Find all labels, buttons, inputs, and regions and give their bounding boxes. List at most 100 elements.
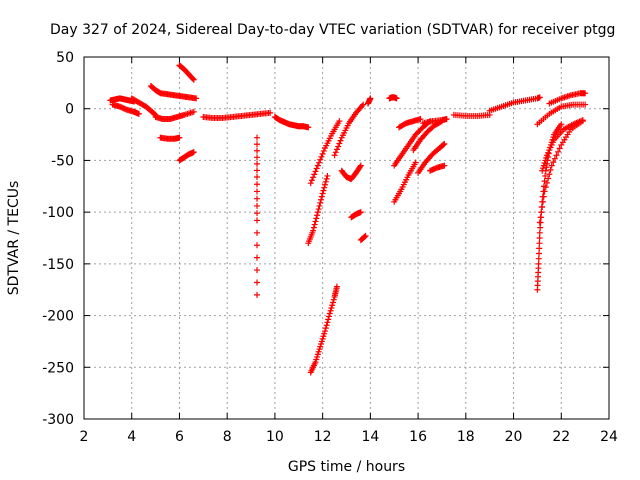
data-point [151, 111, 158, 118]
x-tick-label: 16 [409, 429, 427, 445]
data-point [254, 217, 261, 224]
series-arc-05 [152, 108, 197, 123]
data-point [318, 196, 325, 203]
series-arc-02 [109, 101, 142, 117]
y-tick-label: -100 [42, 205, 74, 221]
data-point [322, 178, 329, 185]
data-point [254, 181, 261, 188]
data-point [537, 214, 544, 221]
series-arc-04 [147, 82, 200, 102]
data-point [359, 102, 366, 109]
y-axis-label: SDTVAR / TECUs [6, 181, 22, 296]
series-arc-14 [331, 101, 367, 159]
y-tick-label: 50 [56, 50, 74, 66]
x-tick-labels: 2 4 6 8 10 12 14 16 18 20 22 24 [80, 429, 618, 445]
data-point [189, 75, 196, 82]
data-point [367, 95, 374, 102]
data-point [324, 172, 331, 179]
data-point [310, 227, 317, 234]
series-arc-07 [176, 62, 197, 83]
data-point [361, 233, 368, 240]
series-arc-17 [357, 232, 369, 244]
data-point [320, 147, 327, 154]
series-arc-23 [410, 118, 445, 154]
data-point [254, 147, 261, 154]
x-tick-label: 6 [175, 429, 184, 445]
data-point [254, 279, 261, 286]
plot-frame [83, 56, 610, 420]
data-point [312, 218, 319, 225]
data-point [254, 173, 261, 180]
series-outliers [254, 134, 261, 298]
data-point [323, 322, 330, 329]
data-point [308, 177, 315, 184]
data-point [254, 167, 261, 174]
data-point [321, 184, 328, 191]
series-arc-32 [534, 101, 589, 128]
series-arc-08 [176, 149, 197, 164]
data-point [315, 206, 322, 213]
data-point [412, 159, 419, 166]
data-point [317, 156, 324, 163]
data-point [190, 76, 197, 83]
data-point [328, 304, 335, 311]
data-point [267, 109, 274, 116]
series-arc-06 [157, 134, 183, 142]
data-point [311, 221, 318, 228]
data-point [441, 140, 448, 147]
data-point [336, 140, 343, 147]
data-point [135, 110, 142, 117]
data-point [545, 175, 552, 182]
series-arc-25 [427, 162, 448, 174]
series-arc-24 [415, 140, 448, 176]
data-point [536, 229, 543, 236]
data-point [441, 162, 448, 169]
data-point [357, 163, 364, 170]
data-point [254, 154, 261, 161]
data-point [540, 193, 547, 200]
series-arc-27 [450, 111, 493, 119]
data-point [393, 95, 400, 102]
data-point [362, 232, 369, 239]
series-arc-13 [307, 118, 343, 187]
series-arc-30 [536, 118, 586, 226]
data-point [536, 245, 543, 252]
series-arc-21 [391, 159, 419, 205]
data-point [579, 117, 586, 124]
data-point [539, 203, 546, 210]
data-point [319, 190, 326, 197]
data-point [337, 137, 344, 144]
data-point [582, 90, 589, 97]
series-arc-33 [546, 90, 589, 107]
data-point [555, 148, 562, 155]
data-point [320, 187, 327, 194]
series-arc-03 [128, 95, 159, 118]
data-point [254, 202, 261, 209]
data-point [310, 174, 317, 181]
data-point [324, 319, 331, 326]
data-point [254, 242, 261, 249]
series-arc-11 [305, 172, 331, 247]
data-point [331, 152, 338, 159]
data-point [322, 328, 329, 335]
data-point [551, 155, 558, 162]
x-tick-label: 10 [266, 429, 284, 445]
data-point [539, 198, 546, 205]
y-tick-labels: 50 0 -50 -100 -150 -200 -250 -300 [42, 50, 74, 428]
data-point [314, 212, 321, 219]
data-point [535, 260, 542, 267]
data-point [558, 121, 565, 128]
data-point [314, 162, 321, 169]
data-point [547, 166, 554, 173]
data-point [335, 143, 342, 150]
data-point [316, 202, 323, 209]
data-point [254, 160, 261, 167]
x-tick-label: 18 [457, 429, 475, 445]
data-point [325, 316, 332, 323]
data-point [440, 141, 447, 148]
data-point [254, 141, 261, 148]
data-point [254, 195, 261, 202]
data-point [327, 307, 334, 314]
y-tick-label: -200 [42, 309, 74, 325]
series-arc-09 [200, 109, 274, 122]
